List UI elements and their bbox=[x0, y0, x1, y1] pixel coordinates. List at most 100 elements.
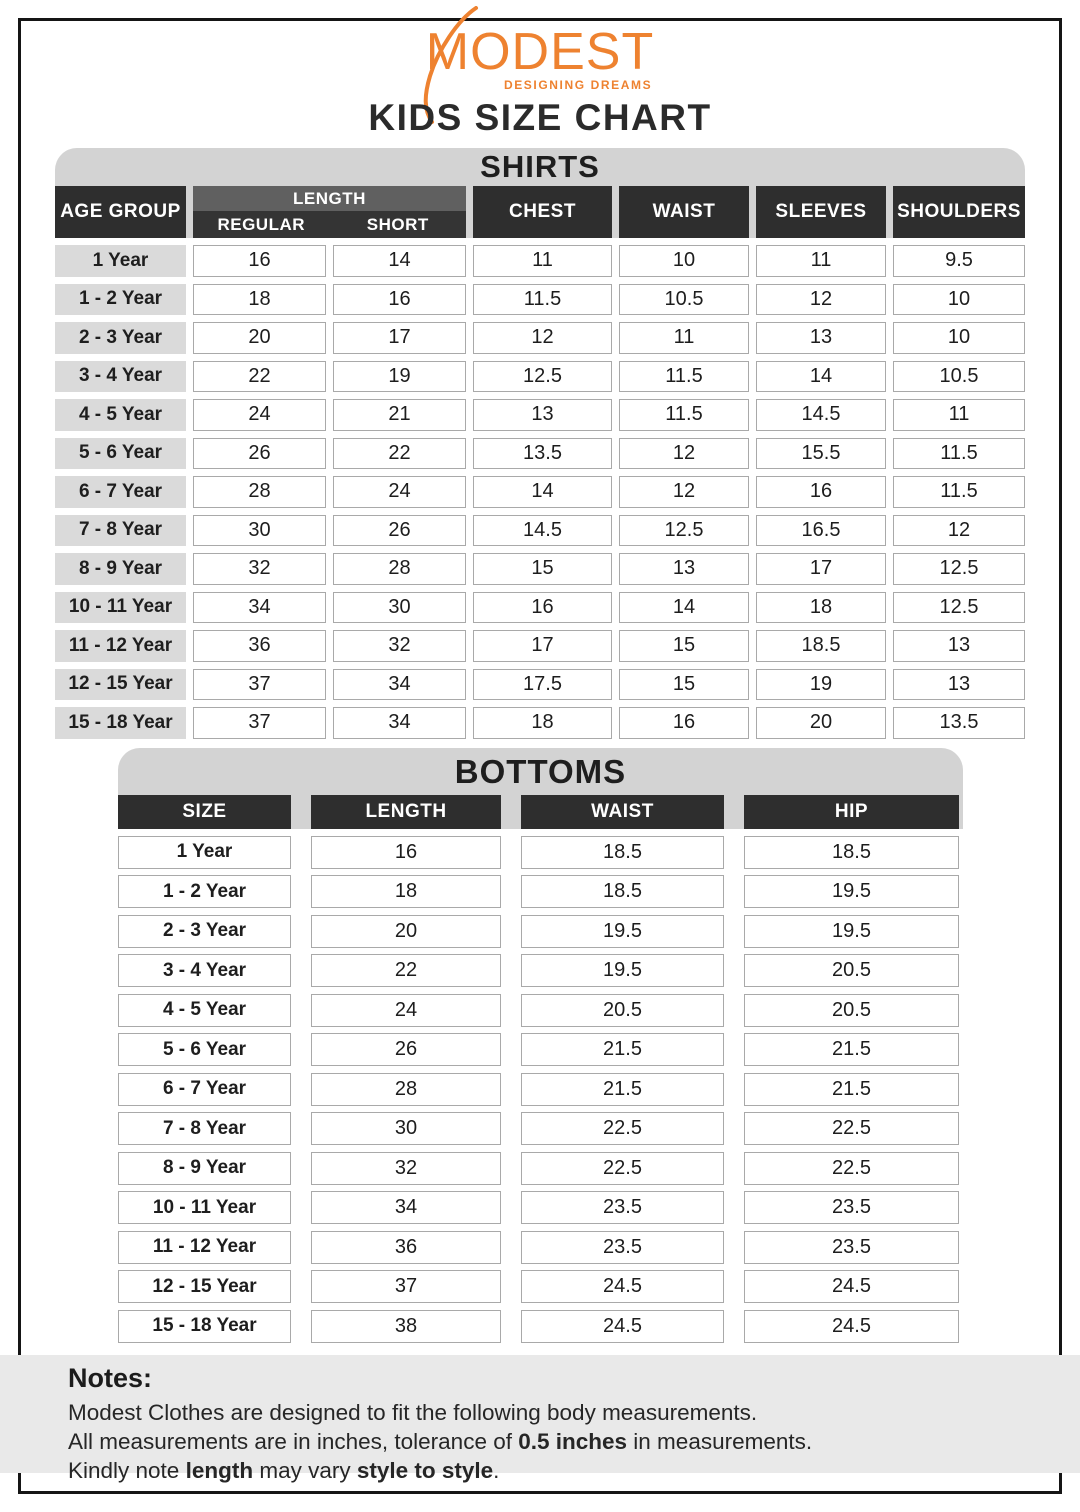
notes-text: All measurements are in inches, toleranc… bbox=[68, 1429, 519, 1454]
bottoms-cell-waist: 19.5 bbox=[521, 914, 724, 948]
bottoms-cell-waist: 19.5 bbox=[521, 954, 724, 987]
shirts-cell-regular: 28 bbox=[193, 476, 326, 508]
shirts-cell-waist: 11.5 bbox=[619, 360, 749, 392]
bottoms-cell-waist: 20.5 bbox=[521, 993, 724, 1027]
shirts-row-label: 12 - 15 Year bbox=[55, 668, 186, 700]
shirts-cell-short: 24 bbox=[333, 476, 466, 508]
shirts-header-sleeves: SLEEVES bbox=[756, 186, 886, 238]
shirts-cell-short: 17 bbox=[333, 322, 466, 354]
bottoms-cell-hip: 18.5 bbox=[744, 835, 959, 869]
bottoms-row-label: 12 - 15 Year bbox=[118, 1270, 291, 1303]
bottoms-title: BOTTOMS bbox=[454, 753, 627, 790]
shirts-cell-shoulders: 12 bbox=[893, 514, 1025, 546]
bottoms-cell-hip: 22.5 bbox=[744, 1112, 959, 1145]
shirts-cell-shoulders: 13 bbox=[893, 668, 1025, 700]
notes-line: All measurements are in inches, toleranc… bbox=[68, 1427, 1040, 1456]
shirts-cell-regular: 22 bbox=[193, 360, 326, 392]
bottoms-row-label: 8 - 9 Year bbox=[118, 1151, 291, 1185]
shirts-cell-regular: 26 bbox=[193, 437, 326, 469]
logo-tagline: DESIGNING DREAMS bbox=[503, 78, 653, 92]
bottoms-cell-waist: 21.5 bbox=[521, 1033, 724, 1066]
bottoms-row-label: 3 - 4 Year bbox=[118, 954, 291, 987]
bottoms-cell-waist: 23.5 bbox=[521, 1191, 724, 1224]
shirts-cell-short: 22 bbox=[333, 437, 466, 469]
shirts-cell-waist: 14 bbox=[619, 591, 749, 623]
shirts-cell-sleeves: 14.5 bbox=[756, 399, 886, 431]
notes-bold-text: style to style bbox=[356, 1458, 494, 1483]
notes-bold-text: 0.5 inches bbox=[518, 1429, 628, 1454]
notes-line: Kindly note length may vary style to sty… bbox=[68, 1456, 1040, 1485]
shirts-cell-waist: 10.5 bbox=[619, 283, 749, 315]
shirts-row-label: 15 - 18 Year bbox=[55, 707, 186, 739]
shirts-cell-regular: 24 bbox=[193, 399, 326, 431]
shirts-header-length-group: LENGTH REGULAR SHORT bbox=[193, 186, 466, 238]
bottoms-cell-waist: 21.5 bbox=[521, 1072, 724, 1106]
shirts-cell-short: 14 bbox=[333, 245, 466, 277]
shirts-cell-sleeves: 11 bbox=[756, 245, 886, 277]
shirts-header-chest: CHEST bbox=[473, 186, 612, 238]
shirts-row-label: 4 - 5 Year bbox=[55, 399, 186, 431]
shirts-cell-chest: 18 bbox=[473, 707, 612, 739]
shirts-cell-short: 28 bbox=[333, 553, 466, 585]
shirts-cell-shoulders: 11 bbox=[893, 399, 1025, 431]
bottoms-cell-length: 24 bbox=[311, 993, 501, 1027]
bottoms-row-label: 5 - 6 Year bbox=[118, 1033, 291, 1066]
shirts-cell-waist: 12.5 bbox=[619, 514, 749, 546]
shirts-row-label: 5 - 6 Year bbox=[55, 437, 186, 469]
notes-text: Modest Clothes are designed to fit the f… bbox=[68, 1400, 758, 1425]
shirts-cell-regular: 36 bbox=[193, 630, 326, 662]
bottoms-cell-hip: 19.5 bbox=[744, 914, 959, 948]
shirts-cell-regular: 30 bbox=[193, 514, 326, 546]
shirts-header-short: SHORT bbox=[366, 214, 429, 234]
notes-bold-text: length bbox=[185, 1458, 254, 1483]
shirts-cell-sleeves: 12 bbox=[756, 283, 886, 315]
shirts-cell-shoulders: 12.5 bbox=[893, 591, 1025, 623]
shirts-header-length: LENGTH bbox=[193, 186, 466, 211]
shirts-cell-chest: 14.5 bbox=[473, 514, 612, 546]
bottoms-section: BOTTOMS SIZE LENGTH WAIST HIP 1 Year 16 18… bbox=[118, 748, 963, 1343]
shirts-cell-chest: 12 bbox=[473, 322, 612, 354]
shirts-cell-short: 30 bbox=[333, 591, 466, 623]
notes-body: Modest Clothes are designed to fit the f… bbox=[68, 1398, 1040, 1485]
shirts-cell-short: 19 bbox=[333, 360, 466, 392]
shirts-cell-chest: 16 bbox=[473, 591, 612, 623]
bottoms-cell-length: 26 bbox=[311, 1033, 501, 1066]
shirts-cell-shoulders: 13 bbox=[893, 630, 1025, 662]
shirts-row-label: 7 - 8 Year bbox=[55, 514, 186, 546]
shirts-cell-regular: 20 bbox=[193, 322, 326, 354]
notes-text: may vary bbox=[253, 1458, 357, 1483]
bottoms-cell-waist: 18.5 bbox=[521, 835, 724, 869]
notes-section: Notes: Modest Clothes are designed to fi… bbox=[0, 1355, 1080, 1483]
shirts-cell-chest: 13.5 bbox=[473, 437, 612, 469]
shirts-row-label: 3 - 4 Year bbox=[55, 360, 186, 392]
shirts-cell-chest: 11.5 bbox=[473, 283, 612, 315]
shirts-cell-regular: 32 bbox=[193, 553, 326, 585]
bottoms-row-label: 4 - 5 Year bbox=[118, 993, 291, 1027]
shirts-cell-shoulders: 11.5 bbox=[893, 476, 1025, 508]
shirts-title: SHIRTS bbox=[480, 149, 600, 184]
bottoms-cell-hip: 23.5 bbox=[744, 1191, 959, 1224]
page-title: KIDS SIZE CHART bbox=[368, 97, 712, 138]
bottoms-cell-length: 36 bbox=[311, 1230, 501, 1264]
shirts-row-label: 1 Year bbox=[55, 245, 186, 277]
bottoms-cell-waist: 22.5 bbox=[521, 1151, 724, 1185]
bottoms-header-hip: HIP bbox=[744, 795, 959, 829]
bottoms-row-label: 1 Year bbox=[118, 835, 291, 869]
bottoms-cell-length: 28 bbox=[311, 1072, 501, 1106]
shirts-table: AGE GROUP LENGTH REGULAR SHORT CHEST WAI… bbox=[55, 186, 1025, 739]
shirts-cell-waist: 12 bbox=[619, 476, 749, 508]
bottoms-table: SIZE LENGTH WAIST HIP 1 Year 16 18.5 18.5 1 … bbox=[118, 795, 963, 1343]
bottoms-cell-hip: 22.5 bbox=[744, 1151, 959, 1185]
shirts-cell-regular: 18 bbox=[193, 283, 326, 315]
bottoms-cell-hip: 24.5 bbox=[744, 1270, 959, 1303]
shirts-cell-waist: 16 bbox=[619, 707, 749, 739]
shirts-row-label: 10 - 11 Year bbox=[55, 591, 186, 623]
shirts-cell-waist: 11.5 bbox=[619, 399, 749, 431]
bottoms-cell-waist: 22.5 bbox=[521, 1112, 724, 1145]
bottoms-cell-hip: 20.5 bbox=[744, 954, 959, 987]
shirts-row-label: 2 - 3 Year bbox=[55, 322, 186, 354]
shirts-cell-shoulders: 9.5 bbox=[893, 245, 1025, 277]
bottoms-cell-waist: 23.5 bbox=[521, 1230, 724, 1264]
shirts-row-label: 11 - 12 Year bbox=[55, 630, 186, 662]
bottoms-header-waist: WAIST bbox=[521, 795, 724, 829]
